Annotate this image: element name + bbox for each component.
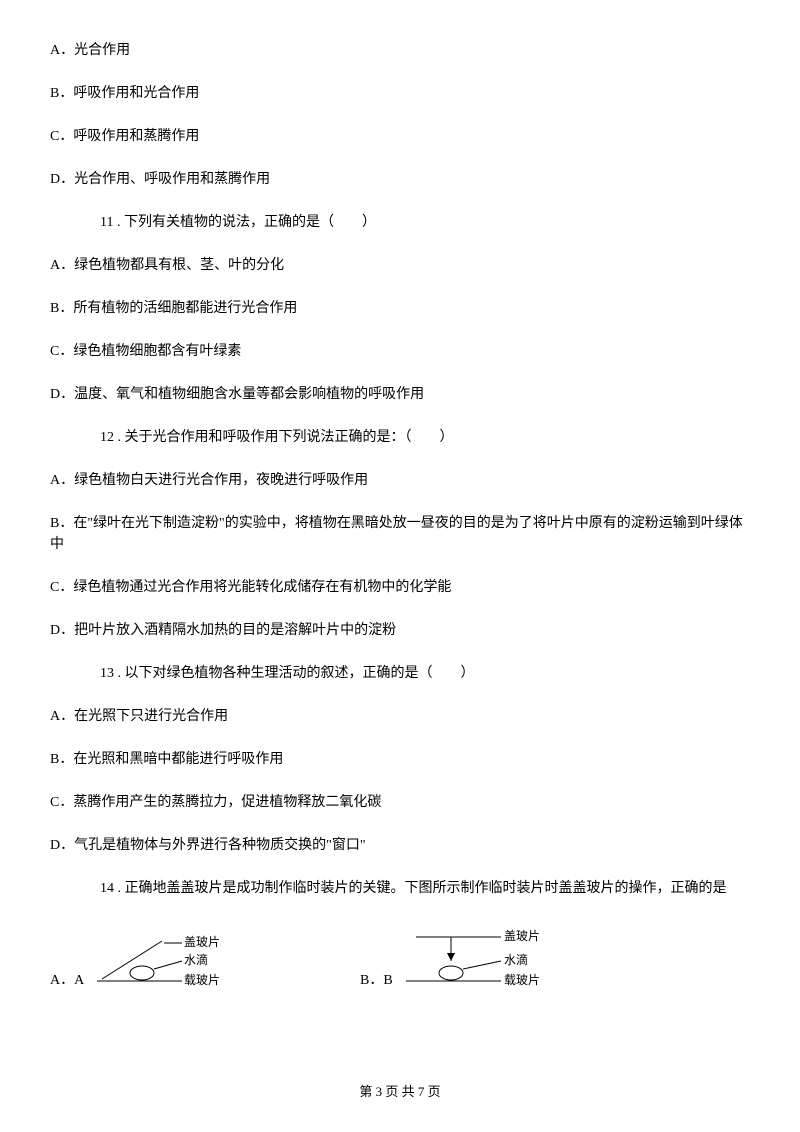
cover-slip-diagram-a: 盖玻片 水滴 载玻片 [92, 921, 252, 991]
q11-option-d: D．温度、氧气和植物细胞含水量等都会影响植物的呼吸作用 [50, 384, 750, 405]
q14-diagram-row: A．A 盖玻片 水滴 载玻片 B．B 盖玻片 水滴 载玻片 [50, 921, 750, 991]
label-cover-b: 盖玻片 [504, 929, 540, 943]
q10-option-b: B．呼吸作用和光合作用 [50, 83, 750, 104]
q14-stem: 14 . 正确地盖盖玻片是成功制作临时装片的关键。下图所示制作临时装片时盖盖玻片… [100, 878, 750, 899]
q11-option-b: B．所有植物的活细胞都能进行光合作用 [50, 298, 750, 319]
q11-option-a: A．绿色植物都具有根、茎、叶的分化 [50, 255, 750, 276]
page-footer: 第 3 页 共 7 页 [0, 1081, 800, 1100]
cover-slip-diagram-b: 盖玻片 水滴 载玻片 [401, 921, 571, 991]
label-slide-a: 载玻片 [184, 973, 220, 987]
q12-option-a: A．绿色植物白天进行光合作用，夜晚进行呼吸作用 [50, 470, 750, 491]
q12-stem: 12 . 关于光合作用和呼吸作用下列说法正确的是：（ ） [100, 427, 750, 448]
label-water-b: 水滴 [504, 952, 528, 967]
label-slide-b: 载玻片 [504, 973, 540, 987]
label-cover-a: 盖玻片 [184, 935, 220, 949]
q14-option-b-cell: B．B 盖玻片 水滴 载玻片 [360, 921, 660, 991]
q14-option-a-cell: A．A 盖玻片 水滴 载玻片 [50, 921, 360, 991]
q12-option-b: B．在"绿叶在光下制造淀粉"的实验中，将植物在黑暗处放一昼夜的目的是为了将叶片中… [50, 513, 750, 555]
q10-option-d: D．光合作用、呼吸作用和蒸腾作用 [50, 169, 750, 190]
q10-option-c: C．呼吸作用和蒸腾作用 [50, 126, 750, 147]
q10-option-a: A．光合作用 [50, 40, 750, 61]
q13-option-a: A．在光照下只进行光合作用 [50, 706, 750, 727]
q12-option-d: D．把叶片放入酒精隔水加热的目的是溶解叶片中的淀粉 [50, 620, 750, 641]
q11-option-c: C．绿色植物细胞都含有叶绿素 [50, 341, 750, 362]
q13-option-d: D．气孔是植物体与外界进行各种物质交换的"窗口" [50, 835, 750, 856]
q12-option-c: C．绿色植物通过光合作用将光能转化成储存在有机物中的化学能 [50, 577, 750, 598]
label-water-a: 水滴 [184, 952, 208, 967]
q13-stem: 13 . 以下对绿色植物各种生理活动的叙述，正确的是（ ） [100, 663, 750, 684]
q13-option-b: B．在光照和黑暗中都能进行呼吸作用 [50, 749, 750, 770]
q13-option-c: C．蒸腾作用产生的蒸腾拉力，促进植物释放二氧化碳 [50, 792, 750, 813]
q14-option-b-label: B．B [360, 969, 393, 991]
q11-stem: 11 . 下列有关植物的说法，正确的是（ ） [100, 212, 750, 233]
q14-option-a-label: A．A [50, 969, 84, 991]
